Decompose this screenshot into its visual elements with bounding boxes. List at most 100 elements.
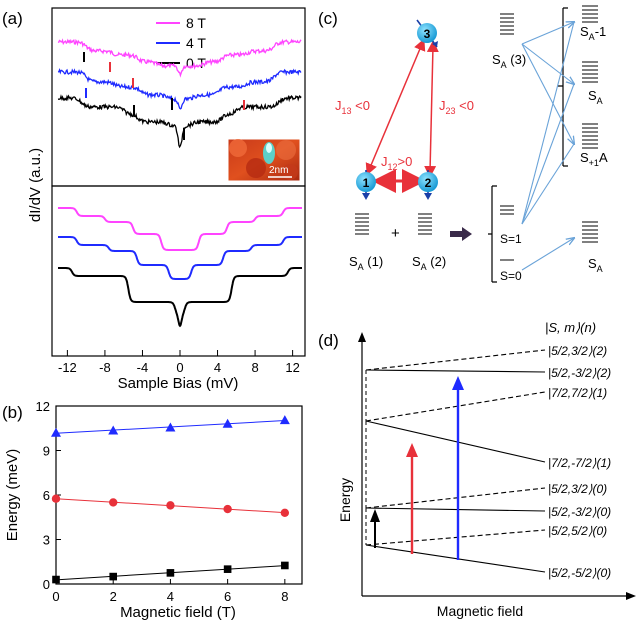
- simulated-spectrum-4t: [58, 236, 302, 280]
- coupling-arrow-j13: [365, 38, 426, 176]
- state-label: |5/2,-5/2⟩(0): [548, 566, 611, 580]
- zeeman-level-line: [365, 369, 546, 373]
- coupling-arrow-j23: [424, 40, 439, 178]
- x-tick-label: -12: [58, 360, 77, 375]
- panel-d-y-arrowhead: [358, 332, 366, 342]
- state-label: |5/2,-3/2⟩(0): [548, 505, 611, 519]
- data-point-middle: [280, 508, 290, 517]
- panel-a-xlabel: Sample Bias (mV): [118, 375, 239, 392]
- state-label: |7/2,7/2⟩(1): [548, 386, 607, 400]
- legend-label-4t: 4 T: [186, 35, 206, 51]
- brace-sa: [558, 7, 568, 167]
- j13-label: J13 <0: [335, 98, 370, 116]
- panel-label-b: (b): [2, 403, 23, 422]
- data-point-upper: [108, 425, 119, 435]
- data-point-lower: [166, 569, 175, 577]
- combine-arrow: [450, 227, 472, 241]
- data-point-middle: [109, 498, 118, 507]
- x-tick-label: 2: [110, 589, 117, 604]
- x-tick-label: -4: [137, 360, 149, 375]
- zeeman-level-line: [365, 529, 546, 546]
- atom-3: 3: [416, 19, 438, 48]
- x-tick-label: 0: [52, 589, 59, 604]
- atom-1-label: 1: [363, 176, 370, 190]
- zeeman-level-line: [365, 420, 546, 463]
- y-tick-label: 0: [43, 577, 50, 592]
- spin-level-ladders: [355, 5, 598, 261]
- ladder-sa1: [355, 213, 369, 235]
- measured-spectrum-0t: [57, 94, 302, 149]
- zeeman-level-line: [365, 349, 546, 371]
- y-tick-label: 3: [43, 533, 50, 548]
- zeeman-level-line: [365, 544, 546, 573]
- x-tick-label: -8: [99, 360, 111, 375]
- x-tick-label: 4: [167, 589, 174, 604]
- panel-d-x-arrowhead: [626, 592, 636, 600]
- x-tick-label: 4: [214, 360, 221, 375]
- ladder-sa-mid: [582, 61, 598, 83]
- data-point-middle: [166, 501, 175, 510]
- label-sa1: SA (1): [349, 254, 383, 272]
- j12-label: J12>0: [381, 154, 412, 172]
- state-label: |5/2,3/2⟩(0): [548, 482, 607, 496]
- label-s1: S=1: [500, 232, 522, 246]
- data-point-lower: [52, 575, 60, 584]
- ladder-sa-minus1: [582, 5, 598, 23]
- label-sa-bottom: SA: [588, 256, 603, 274]
- atom-1: 1: [356, 170, 376, 200]
- panel-a-measured-spectra: [57, 38, 302, 149]
- x-tick-label: 0: [176, 360, 183, 375]
- x-tick-label: 8: [251, 360, 258, 375]
- inset-scale-label: 2nm: [269, 165, 288, 176]
- y-tick-label: 12: [36, 399, 50, 414]
- panel-a-bottom-frame: [51, 185, 306, 357]
- legend-label-8t: 8 T: [186, 15, 206, 31]
- j23-label: J23 <0: [439, 98, 474, 116]
- brace-combined: [488, 185, 497, 283]
- data-point-lower: [109, 572, 118, 581]
- ladder-sa-bottom: [582, 221, 598, 243]
- y-tick-label: 6: [43, 488, 50, 503]
- state-label: |5/2,-3/2⟩(2): [548, 366, 611, 380]
- label-sa2: SA (2): [412, 254, 446, 272]
- x-tick-label: 6: [224, 589, 231, 604]
- atom-2-label: 2: [425, 176, 432, 190]
- ladder-sa2: [418, 213, 432, 235]
- atom-2: 2: [418, 170, 438, 200]
- label-s0: S=0: [500, 269, 522, 283]
- simulated-spectrum-0t: [58, 267, 302, 328]
- panel-a-ylabel: dI/dV (a.u.): [27, 148, 44, 222]
- label-sa-mid: SA: [588, 88, 603, 106]
- panel-b-frame: [55, 405, 303, 585]
- data-point-upper: [279, 415, 290, 425]
- panel-d-xlabel: Magnetic field: [437, 603, 523, 619]
- coupling-scheme-lines: [521, 22, 574, 271]
- label-sa3: SA (3): [492, 52, 526, 70]
- data-point-middle: [51, 494, 61, 503]
- data-point-upper: [222, 418, 233, 428]
- zeeman-level-line: [365, 391, 546, 422]
- panel-a-legend: 8 T 4 T 0 T: [156, 15, 206, 71]
- x-tick-label: 8: [281, 589, 288, 604]
- panel-a-simulated-spectra: [58, 207, 302, 328]
- data-point-middle: [223, 504, 232, 514]
- legend-label-0t: 0 T: [186, 55, 206, 71]
- y-tick-label: 9: [43, 444, 50, 459]
- panel-d-header: |S, m⟩(n): [545, 320, 596, 335]
- plus-sign: +: [391, 225, 400, 242]
- data-point-upper: [51, 427, 61, 437]
- panel-a-x-ticks: -12 -8 -4 0 4 8 12: [58, 350, 300, 375]
- zeeman-levels: |5/2,3/2⟩(2) |5/2,-3/2⟩(2) |7/2,7/2⟩(1) |7/…: [365, 344, 611, 580]
- ladder-s1: [500, 205, 514, 215]
- measured-spectrum-4t: [57, 68, 302, 110]
- panel-b-xlabel: Magnetic field (T): [120, 604, 236, 621]
- panel-d-ylabel: Energy: [337, 478, 353, 522]
- label-sa-plus1: S+1A: [580, 150, 608, 168]
- state-label: |7/2,-7/2⟩(1): [548, 456, 611, 470]
- atom-3-label: 3: [424, 27, 431, 41]
- simulated-spectrum-8t: [58, 207, 302, 251]
- ladder-sa-plus1: [582, 123, 598, 149]
- data-point-lower: [223, 565, 232, 573]
- panel-label-d: (d): [318, 331, 339, 350]
